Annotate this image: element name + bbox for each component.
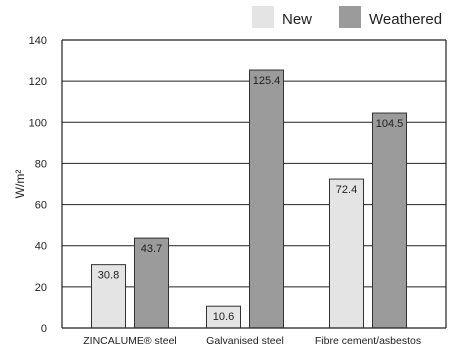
bar-new bbox=[329, 178, 364, 329]
y-tick-label: 120 bbox=[29, 76, 47, 88]
bar-value-label: 125.4 bbox=[253, 75, 281, 87]
bar-value-label: 30.8 bbox=[98, 270, 119, 282]
x-category-label: Fibre cement/asbestos bbox=[315, 335, 421, 347]
x-category-label: Galvanised steel bbox=[206, 335, 284, 347]
labels: 0 20 40 60 80 100 120 140 W/m² 30.8 43.7 ZINCALUME®… bbox=[13, 35, 421, 347]
legend-item-weathered: Weathered bbox=[369, 11, 442, 28]
y-tick-label: 80 bbox=[35, 158, 47, 170]
bar-value-label: 72.4 bbox=[336, 184, 357, 196]
y-tick-label: 100 bbox=[29, 117, 47, 129]
legend-swatch bbox=[252, 6, 274, 28]
y-tick-label: 0 bbox=[41, 323, 47, 335]
y-axis-label: W/m² bbox=[13, 170, 27, 199]
y-tick-label: 20 bbox=[35, 282, 47, 294]
legend: New Weathered bbox=[252, 6, 442, 28]
bar-weathered bbox=[134, 237, 169, 329]
bar-value-label: 104.5 bbox=[376, 118, 404, 130]
bars bbox=[91, 69, 407, 329]
axes bbox=[61, 39, 447, 329]
bar-weathered bbox=[249, 69, 284, 329]
bar-value-label: 10.6 bbox=[213, 311, 234, 323]
bar-weathered bbox=[372, 112, 407, 329]
y-tick-label: 140 bbox=[29, 35, 47, 47]
y-tick-label: 40 bbox=[35, 241, 47, 253]
y-tick-label: 60 bbox=[35, 200, 47, 212]
x-category-label: ZINCALUME® steel bbox=[83, 335, 177, 347]
legend-swatch bbox=[339, 6, 361, 28]
legend-item-new: New bbox=[282, 11, 312, 28]
bar-value-label: 43.7 bbox=[141, 243, 162, 255]
